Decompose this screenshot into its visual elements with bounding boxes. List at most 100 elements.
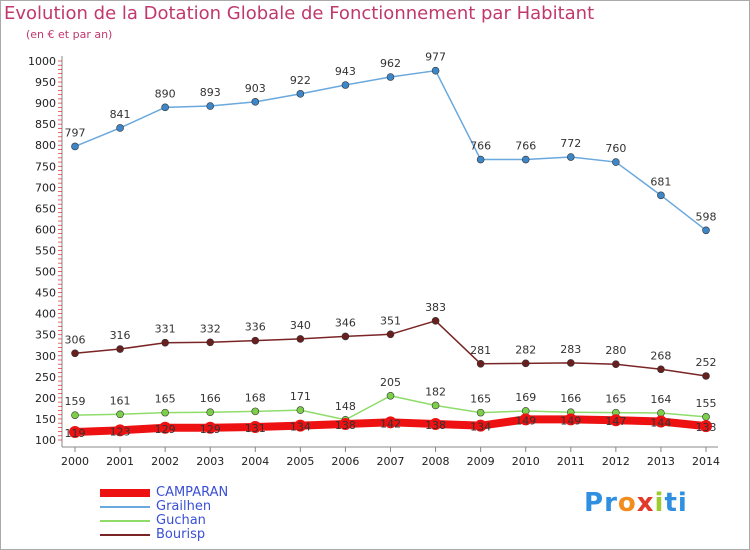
data-label-bourisp: 336: [245, 321, 266, 334]
data-label-bourisp: 306: [65, 333, 86, 346]
data-label-guchan: 148: [335, 400, 356, 413]
x-tick-label: 2010: [512, 455, 540, 468]
series-point-guchan: [476, 408, 485, 417]
line-chart: 100 150 200 250 300 350 400 450 500 550 600 650 700 7…: [28, 51, 720, 468]
data-label-bourisp: 280: [605, 344, 626, 357]
series-point-guchan: [296, 406, 305, 414]
legend-swatch: [100, 489, 150, 497]
logo-letter: i: [677, 488, 688, 518]
series-point-camparan: [654, 415, 667, 428]
data-label-camparan: 134: [290, 421, 311, 434]
data-label-camparan: 134: [470, 421, 491, 434]
data-label-bourisp: 346: [335, 316, 356, 329]
x-tick-label: 2013: [647, 455, 675, 468]
series-point-grailhen: [161, 103, 169, 112]
series-point-bourisp: [566, 359, 575, 367]
data-label-camparan: 144: [650, 416, 671, 429]
y-tick-label: 500: [35, 266, 56, 279]
x-tick-label: 2007: [377, 455, 405, 468]
data-label-bourisp: 340: [290, 319, 311, 332]
series-point-bourisp: [71, 349, 79, 358]
data-label-camparan: 149: [515, 414, 536, 427]
x-tick-label: 2012: [602, 455, 630, 468]
series-point-guchan: [71, 411, 79, 419]
series-point-camparan: [564, 413, 577, 426]
data-label-guchan: 165: [605, 393, 626, 406]
legend-swatch: [100, 534, 150, 536]
legend-label: Grailhen: [156, 499, 212, 514]
series-point-grailhen: [251, 98, 260, 106]
series-point-camparan: [609, 414, 622, 427]
y-tick-label: 800: [35, 139, 56, 152]
data-label-camparan: 138: [425, 419, 446, 432]
x-tick-label: 2001: [106, 455, 134, 468]
data-label-guchan: 182: [425, 385, 446, 398]
y-tick-label: 850: [35, 118, 56, 131]
data-label-guchan: 165: [155, 393, 176, 406]
x-tick-label: 2005: [286, 455, 314, 468]
series-point-grailhen: [566, 153, 575, 161]
chart-title: Evolution de la Dotation Globale de Fonc…: [4, 3, 595, 24]
data-label-camparan: 147: [605, 415, 626, 428]
data-label-guchan: 171: [290, 390, 311, 403]
y-tick-label: 300: [35, 350, 56, 363]
series-point-camparan: [519, 413, 532, 426]
series-point-guchan: [116, 410, 124, 419]
y-tick-label: 650: [35, 202, 56, 215]
data-label-grailhen: 890: [155, 87, 176, 100]
data-label-guchan: 166: [200, 392, 221, 405]
data-label-guchan: 169: [515, 391, 536, 404]
data-label-bourisp: 331: [155, 323, 176, 336]
series-point-grailhen: [702, 226, 710, 235]
y-tick-label: 600: [35, 223, 56, 236]
series-point-grailhen: [657, 191, 665, 200]
series-point-camparan: [204, 421, 217, 434]
series-point-grailhen: [386, 73, 395, 81]
x-tick-label: 2004: [241, 455, 269, 468]
chart-data-labels: 797 841 890 893 903 922 943 962 977 766 766 772 760 6…: [65, 51, 717, 440]
data-label-camparan: 123: [110, 425, 131, 438]
series-point-grailhen: [116, 124, 124, 132]
series-point-bourisp: [612, 360, 620, 369]
y-tick-label: 150: [35, 413, 56, 426]
y-tick-label: 950: [35, 76, 56, 89]
data-label-camparan: 119: [65, 427, 86, 440]
data-label-camparan: 149: [560, 414, 581, 427]
y-tick-label: 900: [35, 97, 56, 110]
series-point-bourisp: [476, 359, 485, 368]
logo-letter: P: [584, 488, 605, 518]
proxiti-logo: Proxiti: [584, 488, 688, 518]
data-label-guchan: 159: [65, 395, 86, 408]
data-label-bourisp: 332: [200, 322, 221, 335]
data-label-grailhen: 681: [650, 175, 671, 188]
data-label-guchan: 164: [650, 393, 671, 406]
data-label-bourisp: 282: [515, 343, 536, 356]
y-tick-label: 550: [35, 245, 56, 258]
data-label-grailhen: 766: [515, 140, 536, 153]
data-label-grailhen: 598: [696, 210, 717, 223]
y-tick-label: 200: [35, 392, 56, 405]
series-point-bourisp: [702, 372, 710, 380]
data-label-grailhen: 797: [65, 126, 86, 139]
series-point-bourisp: [296, 335, 305, 343]
legend-label: Guchan: [156, 513, 206, 528]
legend-label: Bourisp: [156, 527, 206, 542]
series-point-guchan: [251, 407, 260, 416]
series-point-bourisp: [386, 330, 395, 339]
data-label-guchan: 155: [696, 397, 717, 410]
series-point-bourisp: [431, 317, 440, 325]
x-tick-label: 2014: [692, 455, 720, 468]
series-point-grailhen: [476, 155, 485, 164]
series-point-camparan: [294, 419, 307, 432]
logo-letter: r: [604, 488, 618, 518]
x-tick-label: 2011: [557, 455, 585, 468]
series-point-bourisp: [341, 332, 350, 341]
data-label-bourisp: 252: [696, 356, 717, 369]
series-point-camparan: [429, 417, 442, 430]
data-label-grailhen: 903: [245, 82, 266, 95]
series-point-guchan: [161, 408, 169, 417]
legend-swatch: [100, 520, 150, 522]
data-label-camparan: 142: [380, 417, 401, 430]
data-label-grailhen: 772: [560, 137, 581, 150]
series-point-guchan: [702, 413, 710, 421]
